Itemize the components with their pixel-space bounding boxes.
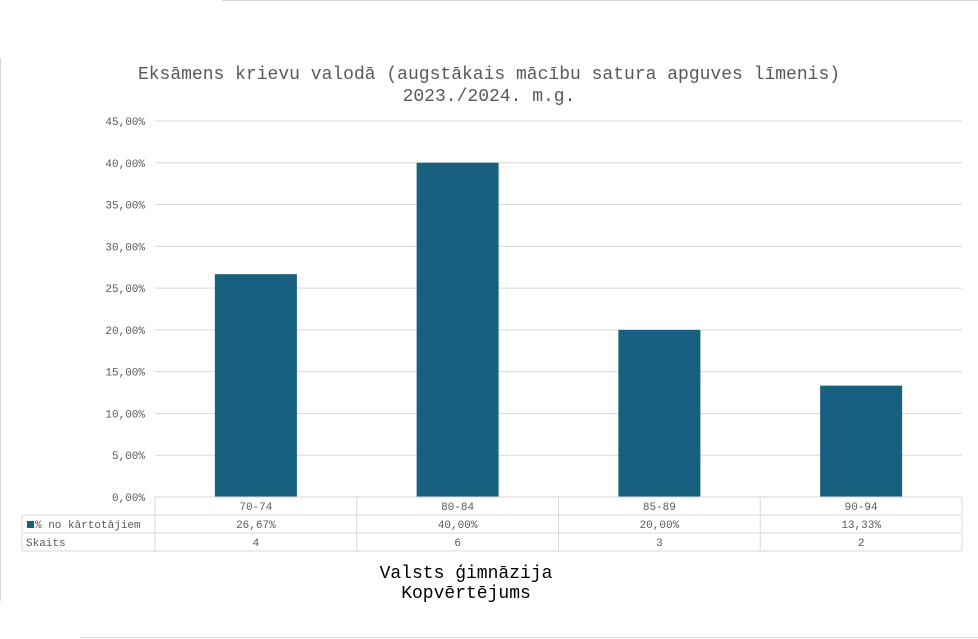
y-tick-label: 30,00%	[105, 242, 145, 254]
bar	[618, 329, 701, 497]
y-tick-label: 35,00%	[105, 201, 145, 213]
frame-top-border	[222, 0, 978, 1]
frame-left-border	[0, 58, 1, 601]
y-tick-label: 10,00%	[105, 409, 145, 421]
y-tick-label: 20,00%	[105, 326, 145, 338]
y-axis-ticks: 0,00% 5,00% 10,00% 15,00% 20,00% 25,00% 30,00%…	[105, 117, 145, 505]
bars	[214, 162, 903, 497]
chart-title-line-1: Eksāmens krievu valodā (augstākais mācīb…	[138, 65, 840, 85]
chart-title-line-2: 2023./2024. m.g.	[403, 87, 576, 107]
row-label: Skaits	[26, 538, 66, 550]
table-cell: 4	[253, 538, 260, 550]
row-label: % no kārtotājiem	[35, 520, 141, 532]
x-axis-title-line-1: Valsts ģimnāzija	[380, 564, 553, 584]
table-cell: 6	[454, 538, 461, 550]
data-table: 70-74 80-84 85-89 90-94 % no kārtotājiem 26,6…	[21, 496, 963, 552]
y-tick-label: 40,00%	[105, 159, 145, 171]
table-cell: 13,33%	[841, 520, 881, 532]
table-cell: 20,00%	[640, 520, 680, 532]
category-label: 70-74	[239, 502, 272, 514]
table-cell: 26,67%	[236, 520, 276, 532]
table-cell: 3	[656, 538, 663, 550]
y-tick-label: 25,00%	[105, 284, 145, 296]
table-cell: 40,00%	[438, 520, 478, 532]
bar	[820, 385, 903, 497]
table-cell: 2	[858, 538, 865, 550]
y-tick-label: 15,00%	[105, 368, 145, 380]
frame-bottom-border	[80, 637, 978, 638]
category-label: 90-94	[845, 502, 878, 514]
legend-swatch	[27, 521, 34, 528]
y-tick-label: 0,00%	[112, 493, 145, 505]
bar	[214, 274, 297, 497]
y-tick-label: 5,00%	[112, 451, 145, 463]
category-label: 85-89	[643, 502, 676, 514]
category-label: 80-84	[441, 502, 474, 514]
y-tick-label: 45,00%	[105, 117, 145, 129]
x-axis-title-line-2: Kopvērtējums	[401, 584, 531, 604]
bar	[416, 162, 499, 497]
